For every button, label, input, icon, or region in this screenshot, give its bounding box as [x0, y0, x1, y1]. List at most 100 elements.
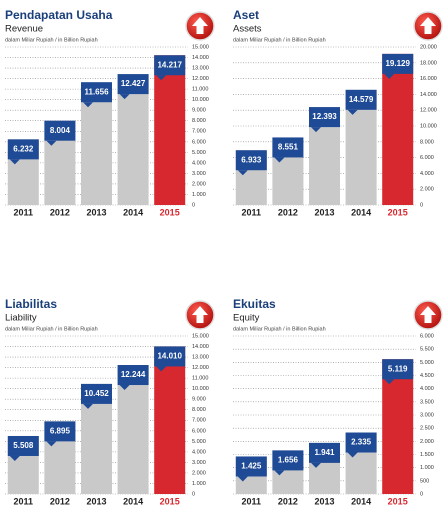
y-tick-label: 4.000	[420, 386, 434, 392]
value-label-box	[117, 74, 149, 95]
y-tick-label: 2.500	[420, 426, 434, 432]
y-tick-label: 6.000	[192, 139, 206, 145]
bar	[382, 53, 414, 205]
value-label-box	[44, 120, 76, 141]
x-tick-label: 2011	[242, 207, 262, 217]
label-pointer	[46, 140, 57, 146]
label-pointer	[119, 94, 130, 100]
y-tick-label: 1.000	[192, 192, 206, 198]
y-tick-label: 10.000	[420, 123, 437, 129]
y-tick-label: 12.000	[192, 365, 209, 371]
bar	[154, 346, 186, 494]
x-tick-label: 2014	[123, 207, 143, 217]
y-tick-label: 20.000	[420, 44, 437, 50]
value-label-box	[117, 365, 149, 386]
x-tick-label: 2011	[242, 496, 262, 506]
chart-title: Pendapatan Usaha	[5, 8, 113, 22]
y-tick-label: 5.000	[192, 150, 206, 156]
y-tick-label: 2.000	[420, 187, 434, 193]
y-tick-label: 4.000	[420, 171, 434, 177]
x-tick-label: 2015	[388, 207, 408, 217]
chart-title: Liabilitas	[5, 297, 57, 311]
x-tick-label: 2015	[160, 207, 180, 217]
value-label: 19.129	[385, 59, 410, 68]
chart-subtitle: Equity	[233, 313, 260, 324]
y-tick-label: 6.000	[420, 155, 434, 161]
y-tick-label: 15.000	[192, 333, 209, 339]
y-tick-label: 13.000	[192, 66, 209, 72]
y-tick-label: 500	[420, 478, 429, 484]
y-tick-label: 3.500	[420, 399, 434, 405]
label-pointer	[9, 159, 20, 165]
y-tick-label: 18.000	[420, 60, 437, 66]
label-pointer	[9, 455, 20, 461]
value-label: 12.427	[121, 79, 146, 88]
value-label: 6.895	[50, 426, 71, 435]
label-pointer	[83, 403, 93, 409]
label-pointer	[156, 75, 167, 81]
trend-arrow	[420, 17, 436, 34]
unit-note: dalam Miliar Rupiah / in Billion Rupiah	[233, 37, 326, 43]
x-tick-label: 2013	[314, 207, 334, 217]
x-tick-label: 2011	[14, 496, 34, 506]
y-tick-label: 9.000	[192, 397, 206, 403]
chart-panel: Liabilitas Liability dalam Miliar Rupiah /…	[5, 297, 215, 506]
y-tick-label: 1.000	[420, 465, 434, 471]
label-pointer	[156, 366, 167, 372]
label-pointer	[274, 470, 285, 476]
value-label-box	[235, 150, 267, 171]
y-tick-label: 12.000	[420, 108, 437, 114]
x-tick-label: 2012	[278, 207, 298, 217]
y-tick-label: 2.000	[192, 181, 206, 187]
value-label-box	[44, 421, 76, 442]
chart-subtitle: Assets	[233, 24, 262, 35]
label-pointer	[384, 73, 395, 79]
unit-note: dalam Miliar Rupiah / in Billion Rupiah	[233, 326, 326, 332]
x-tick-label: 2014	[351, 496, 371, 506]
unit-note: dalam Miliar Rupiah / in Billion Rupiah	[5, 326, 98, 332]
label-pointer	[83, 102, 93, 108]
y-tick-label: 16.000	[420, 76, 437, 82]
value-label: 12.244	[121, 370, 146, 379]
y-tick-label: 1.500	[420, 452, 434, 458]
value-label: 6.933	[241, 155, 262, 164]
value-label-box	[154, 55, 186, 76]
value-label-box	[7, 435, 39, 456]
value-label-box	[7, 139, 39, 160]
chart-subtitle: Liability	[5, 313, 37, 324]
value-label: 14.579	[349, 95, 374, 104]
x-tick-label: 2012	[50, 207, 70, 217]
label-pointer	[237, 476, 248, 482]
x-tick-label: 2012	[50, 496, 70, 506]
y-tick-label: 5.000	[420, 360, 434, 366]
trend-arrow	[192, 306, 208, 323]
value-label-box	[382, 53, 414, 74]
x-tick-label: 2014	[351, 207, 371, 217]
x-tick-label: 2013	[86, 496, 106, 506]
label-pointer	[347, 109, 358, 115]
value-label: 6.232	[13, 144, 34, 153]
value-label-box	[309, 442, 340, 463]
value-label: 8.004	[50, 126, 71, 135]
y-tick-label: 14.000	[192, 55, 209, 61]
y-tick-label: 8.000	[192, 407, 206, 413]
bar	[154, 55, 186, 205]
value-label-box	[272, 137, 304, 158]
label-pointer	[384, 379, 395, 385]
value-label-box	[272, 450, 304, 471]
y-tick-label: 8.000	[420, 139, 434, 145]
y-tick-label: 14.000	[420, 92, 437, 98]
chart-panel: Aset Assets dalam Miliar Rupiah / in Billi…	[233, 8, 443, 217]
x-tick-label: 2012	[278, 496, 298, 506]
value-label: 5.119	[388, 364, 408, 373]
y-tick-label: 0	[192, 491, 195, 497]
y-tick-label: 5.500	[420, 347, 434, 353]
y-tick-label: 5.000	[192, 439, 206, 445]
chart-panel: Ekuitas Equity dalam Miliar Rupiah / in Bi…	[233, 297, 443, 506]
y-tick-label: 2.000	[420, 439, 434, 445]
y-tick-label: 11.000	[192, 87, 208, 93]
value-label: 1.941	[314, 448, 335, 457]
x-tick-label: 2015	[160, 496, 180, 506]
